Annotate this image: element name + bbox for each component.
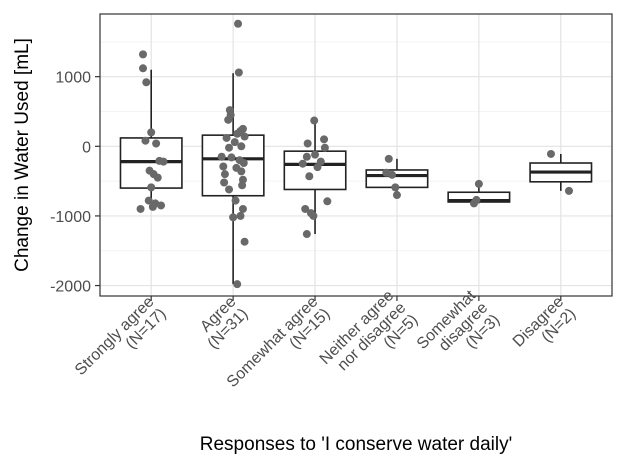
data-point: [298, 159, 307, 168]
x-tick-label: Somewhatdisagree(N=3): [414, 287, 504, 377]
data-point: [238, 181, 247, 190]
data-point: [217, 152, 226, 161]
data-point: [229, 213, 238, 222]
data-point: [136, 204, 145, 213]
data-point: [305, 172, 314, 181]
data-point: [384, 154, 393, 163]
data-point: [236, 211, 245, 220]
data-point: [224, 115, 233, 124]
y-axis: 1000 0 -1000 -2000: [50, 70, 100, 296]
data-point: [231, 196, 240, 205]
y-tick-label: 0: [82, 139, 91, 156]
data-point: [311, 150, 320, 159]
data-point: [233, 280, 242, 289]
data-point: [220, 178, 229, 187]
data-point: [474, 179, 483, 188]
boxes: [119, 69, 593, 285]
data-point: [240, 132, 249, 141]
data-point: [391, 183, 400, 192]
data-point: [147, 128, 156, 137]
data-point: [222, 133, 231, 142]
data-point: [139, 64, 148, 73]
x-axis: Strongly agree(N=17) Agree(N=31)Somewhat …: [72, 287, 579, 392]
data-point: [152, 139, 161, 148]
data-point: [157, 201, 166, 210]
data-point: [237, 142, 246, 151]
data-point: [147, 183, 156, 192]
data-point: [148, 202, 157, 211]
data-point: [219, 162, 228, 171]
box-group: [529, 153, 593, 191]
x-axis-title: Responses to 'I conserve water daily': [200, 434, 512, 455]
data-point: [234, 19, 243, 28]
data-point: [392, 191, 401, 200]
data-point: [313, 163, 322, 172]
data-point: [153, 173, 162, 182]
x-tick-label: Agree(N=31): [193, 293, 252, 352]
data-point: [144, 196, 153, 205]
data-point: [238, 204, 247, 213]
data-point: [320, 143, 329, 152]
data-point: [233, 129, 242, 138]
data-point: [323, 197, 332, 206]
data-points: [136, 19, 573, 289]
plot-panel-background: [100, 14, 612, 296]
data-point: [225, 143, 234, 152]
data-point: [303, 139, 312, 148]
data-point: [230, 138, 239, 147]
data-point: [240, 237, 249, 246]
y-tick-label: -2000: [50, 279, 91, 296]
data-point: [139, 50, 148, 59]
data-point: [234, 68, 243, 77]
data-point: [320, 135, 329, 144]
y-tick-label: 1000: [55, 70, 91, 87]
data-point: [142, 78, 151, 87]
data-point: [239, 159, 248, 168]
y-tick-label: -1000: [50, 209, 91, 226]
data-point: [302, 230, 311, 239]
data-point: [220, 170, 229, 179]
y-axis-title: Change in Water Used [mL]: [12, 38, 33, 272]
x-tick-label: Neither agreenor disagree(N=5): [317, 287, 422, 392]
data-point: [237, 167, 246, 176]
data-point: [301, 204, 310, 213]
data-point: [159, 157, 168, 166]
data-point: [469, 199, 478, 208]
data-point: [225, 185, 234, 194]
x-tick-label: Strongly agree(N=17): [72, 293, 170, 391]
data-point: [546, 149, 555, 158]
data-point: [302, 152, 311, 161]
data-point: [141, 136, 150, 145]
data-point: [310, 116, 319, 125]
data-point: [388, 170, 397, 179]
data-point: [564, 186, 573, 195]
plot-panel-border: [99, 13, 613, 297]
data-point: [227, 153, 236, 162]
x-tick-label: Disagree(N=2): [510, 293, 579, 362]
data-point: [309, 211, 318, 220]
